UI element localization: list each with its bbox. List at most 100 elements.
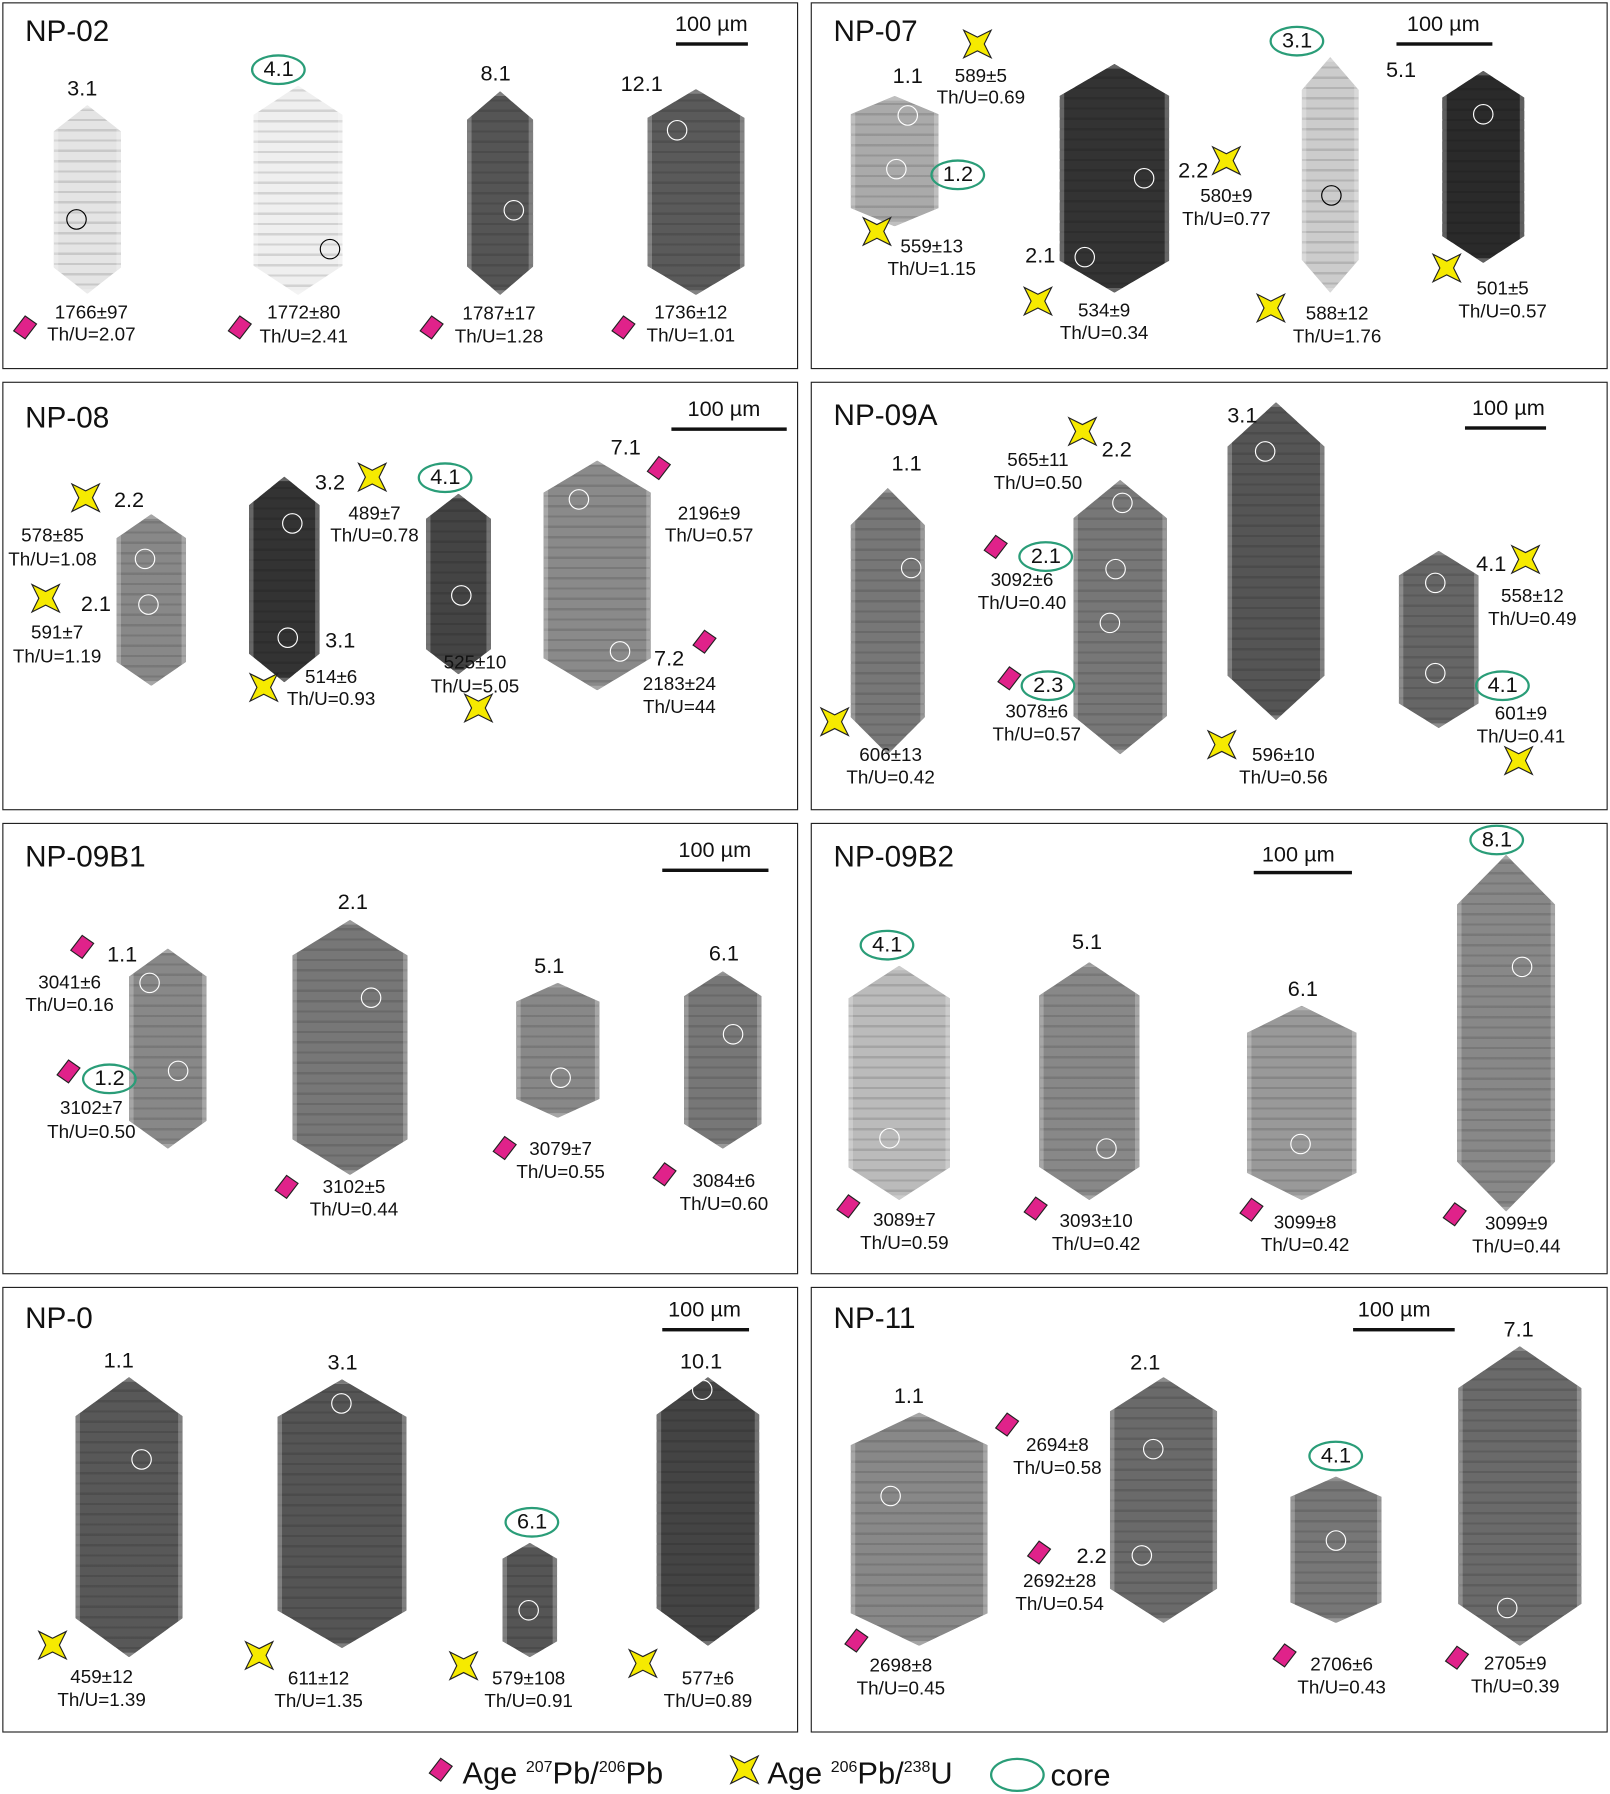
spot-label: 2.1 (337, 890, 368, 915)
analysis-spot-circle (1254, 441, 1276, 462)
analysis-spot-circle (277, 627, 299, 648)
pb207-diamond-icon (835, 1193, 862, 1226)
scale-bar-label: 100 µm (687, 397, 761, 422)
th-u-ratio: Th/U=1.28 (454, 326, 544, 348)
spot-label: 5.1 (534, 954, 565, 979)
zircon-crystal-image (467, 91, 534, 295)
analysis-spot-circle (131, 1449, 152, 1470)
legend-text: Age (767, 1755, 831, 1791)
th-u-ratio: Th/U=0.39 (1470, 1676, 1560, 1697)
analysis-spot-circle (331, 1393, 352, 1414)
analysis-spot-circle (66, 209, 87, 230)
age-value: 580±9 (1200, 185, 1253, 207)
age-value: 578±85 (21, 525, 84, 546)
age-value: 3084±6 (692, 1171, 756, 1192)
age-value: 601±9 (1494, 703, 1548, 725)
core-spot-label: 4.1 (250, 54, 307, 86)
th-u-ratio: Th/U=0.42 (1260, 1235, 1350, 1256)
pb207-diamond-icon (651, 1161, 678, 1194)
pb207-diamond-icon (691, 628, 718, 661)
core-spot-label: 4.1 (1308, 1440, 1364, 1472)
core-spot-label: 4.1 (1475, 670, 1531, 702)
age-value: 525±10 (443, 652, 507, 673)
analysis-spot-circle (1133, 167, 1155, 189)
th-u-ratio: Th/U=0.50 (47, 1121, 136, 1143)
pb207-diamond-icon (1025, 1539, 1052, 1572)
pb206-star-icon (861, 215, 893, 253)
zircon-crystal-image (1458, 1346, 1582, 1646)
scale-bar-label: 100 µm (678, 838, 752, 863)
th-u-ratio: Th/U=0.43 (1297, 1677, 1386, 1698)
th-u-ratio: Th/U=1.39 (57, 1689, 146, 1711)
spot-label: 3.2 (314, 471, 346, 496)
analysis-spot-circle (1472, 103, 1494, 125)
th-u-ratio: Th/U=0.34 (1059, 323, 1149, 344)
zircon-crystal-image (425, 493, 491, 675)
scale-bar (1353, 1327, 1455, 1331)
zircon-crystal-image (516, 982, 600, 1118)
zircon-crystal-image (850, 487, 925, 755)
scale-bar-label: 100 µm (1261, 843, 1335, 868)
analysis-spot-circle (319, 238, 341, 260)
legend-core: core (1050, 1758, 1111, 1793)
age-value: 589±5 (954, 65, 1007, 87)
pb207-diamond-icon (55, 1058, 82, 1091)
pb206-star-icon (248, 671, 280, 709)
pb206-star-icon (37, 1629, 69, 1667)
age-value: 2706±6 (1310, 1654, 1374, 1676)
analysis-spot-circle (1074, 246, 1096, 268)
age-value: 577±6 (681, 1668, 735, 1689)
core-spot-label: 1.2 (81, 1063, 138, 1095)
scale-bar (662, 1327, 750, 1331)
zircon-crystal-image (1301, 57, 1359, 293)
pb207-diamond-icon (1271, 1642, 1298, 1675)
th-u-ratio: Th/U=5.05 (430, 676, 520, 697)
age-value: 559±13 (900, 236, 964, 257)
zircon-crystal-image (1039, 962, 1140, 1200)
th-u-ratio: Th/U=0.77 (1182, 208, 1271, 230)
pb207-diamond-icon (1238, 1196, 1265, 1229)
analysis-spot-circle (1511, 956, 1533, 978)
pb207-diamond-icon (11, 314, 38, 347)
th-u-ratio: Th/U=0.78 (330, 525, 419, 546)
th-u-ratio: Th/U=0.89 (663, 1691, 753, 1712)
legend-text: U (930, 1755, 953, 1791)
spot-label: 7.1 (1503, 1318, 1534, 1343)
spot-label: 1.1 (892, 64, 923, 89)
pb206-star-icon (448, 1650, 480, 1688)
core-spot-label: 4.1 (859, 929, 915, 961)
age-value: 3099±9 (1484, 1213, 1548, 1234)
core-spot-label: 4.1 (417, 462, 473, 494)
scale-bar (675, 42, 748, 46)
analysis-spot-circle (134, 548, 156, 570)
th-u-ratio: Th/U=0.59 (860, 1232, 949, 1254)
zircon-crystal-image (1246, 1005, 1357, 1200)
th-u-ratio: Th/U=1.08 (8, 549, 97, 570)
th-u-ratio: Th/U=0.57 (664, 525, 754, 546)
age-value: 3093±10 (1059, 1211, 1133, 1232)
th-u-ratio: Th/U=0.42 (846, 767, 935, 789)
th-u-ratio: Th/U=2.07 (47, 324, 136, 345)
analysis-spot-circle (138, 594, 159, 615)
th-u-ratio: Th/U=0.93 (286, 688, 376, 710)
pb207-diamond-icon (1441, 1201, 1468, 1234)
scale-bar-label: 100 µm (1471, 396, 1545, 421)
age-value: 558±12 (1500, 585, 1564, 607)
pb207-diamond-icon (843, 1627, 870, 1660)
spot-label: 5.1 (1071, 930, 1103, 955)
sample-title: NP-0 (25, 1300, 93, 1335)
th-u-ratio: Th/U=0.58 (1013, 1457, 1102, 1479)
age-value: 3102±5 (322, 1176, 386, 1198)
th-u-ratio: Th/U=1.76 (1292, 326, 1382, 348)
th-u-ratio: Th/U=0.55 (516, 1161, 605, 1183)
th-u-ratio: Th/U=44 (642, 696, 716, 718)
zircon-crystal-image (253, 85, 343, 295)
pb207-diamond-icon (996, 665, 1023, 698)
pb207-diamond-icon (418, 314, 445, 347)
pb206-star-icon (243, 1639, 275, 1677)
age-value: 3089±7 (872, 1209, 936, 1231)
analysis-spot-circle (722, 1023, 744, 1045)
pb206-star-icon (728, 1754, 760, 1792)
analysis-spot-circle (518, 1599, 539, 1621)
legend-pb206: Age 206Pb/238U (767, 1756, 952, 1791)
